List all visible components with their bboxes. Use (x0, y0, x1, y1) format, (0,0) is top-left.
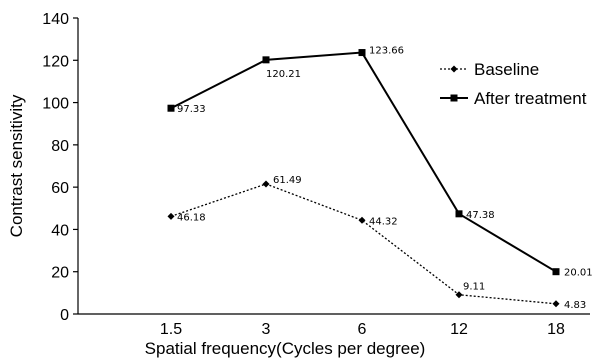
x-tick-label: 18 (547, 321, 565, 338)
data-point (552, 300, 560, 308)
series-line (170, 51, 557, 273)
y-tick-label: 120 (42, 53, 69, 70)
data-label: 61.49 (273, 175, 302, 186)
legend-after-label: After treatment (474, 89, 587, 108)
data-point (167, 104, 175, 112)
data-label: 97.33 (177, 104, 206, 115)
y-tick-label: 100 (42, 96, 69, 113)
axes (77, 18, 590, 315)
y-tick-label: 60 (51, 180, 69, 197)
series-line (170, 183, 557, 305)
x-axis-title: Spatial frequency(Cycles per degree) (145, 339, 426, 358)
data-point (358, 49, 366, 57)
data-label: 44.32 (369, 216, 398, 227)
data-point (262, 180, 270, 188)
legend-item-after-treatment: After treatment (440, 89, 587, 108)
data-label: 9.11 (463, 282, 485, 293)
x-tick-label: 1.5 (160, 321, 182, 338)
legend: Baseline After treatment (440, 60, 587, 108)
series-layer: 46.18 61.49 44.32 9.11 4.83 97.33 120.21 123.66… (167, 46, 593, 311)
legend-after-marker (450, 94, 458, 102)
legend-baseline-label: Baseline (474, 60, 539, 79)
series-baseline: 46.18 61.49 44.32 9.11 4.83 (167, 175, 586, 311)
y-tick-label: 40 (51, 222, 69, 239)
data-label: 120.21 (266, 69, 301, 80)
series-after-treatment: 97.33 120.21 123.66 47.38 20.01 (167, 46, 593, 279)
x-ticks: 1.5 3 6 12 18 (160, 321, 565, 338)
data-point (262, 56, 270, 64)
y-tick-label: 0 (60, 307, 69, 324)
x-tick-label: 6 (358, 321, 367, 338)
legend-baseline-marker (450, 65, 458, 73)
data-point (552, 268, 560, 276)
data-point (358, 216, 366, 224)
data-point (455, 291, 463, 299)
data-label: 4.83 (564, 300, 586, 311)
data-label: 123.66 (369, 46, 404, 57)
data-label: 46.18 (177, 212, 206, 223)
y-tick-label: 20 (51, 265, 69, 282)
legend-item-baseline: Baseline (440, 60, 539, 79)
y-axis-title: Contrast sensitivity (7, 94, 26, 237)
data-label: 47.38 (466, 210, 495, 221)
data-label: 20.01 (564, 268, 593, 279)
y-tick-label: 140 (42, 11, 69, 28)
x-tick-label: 3 (262, 321, 271, 338)
data-point (455, 210, 463, 218)
x-tick-label: 12 (450, 321, 468, 338)
y-tick-label: 80 (51, 138, 69, 155)
data-point (167, 212, 175, 220)
y-ticks: 0 20 40 60 80 100 120 140 (42, 11, 78, 324)
